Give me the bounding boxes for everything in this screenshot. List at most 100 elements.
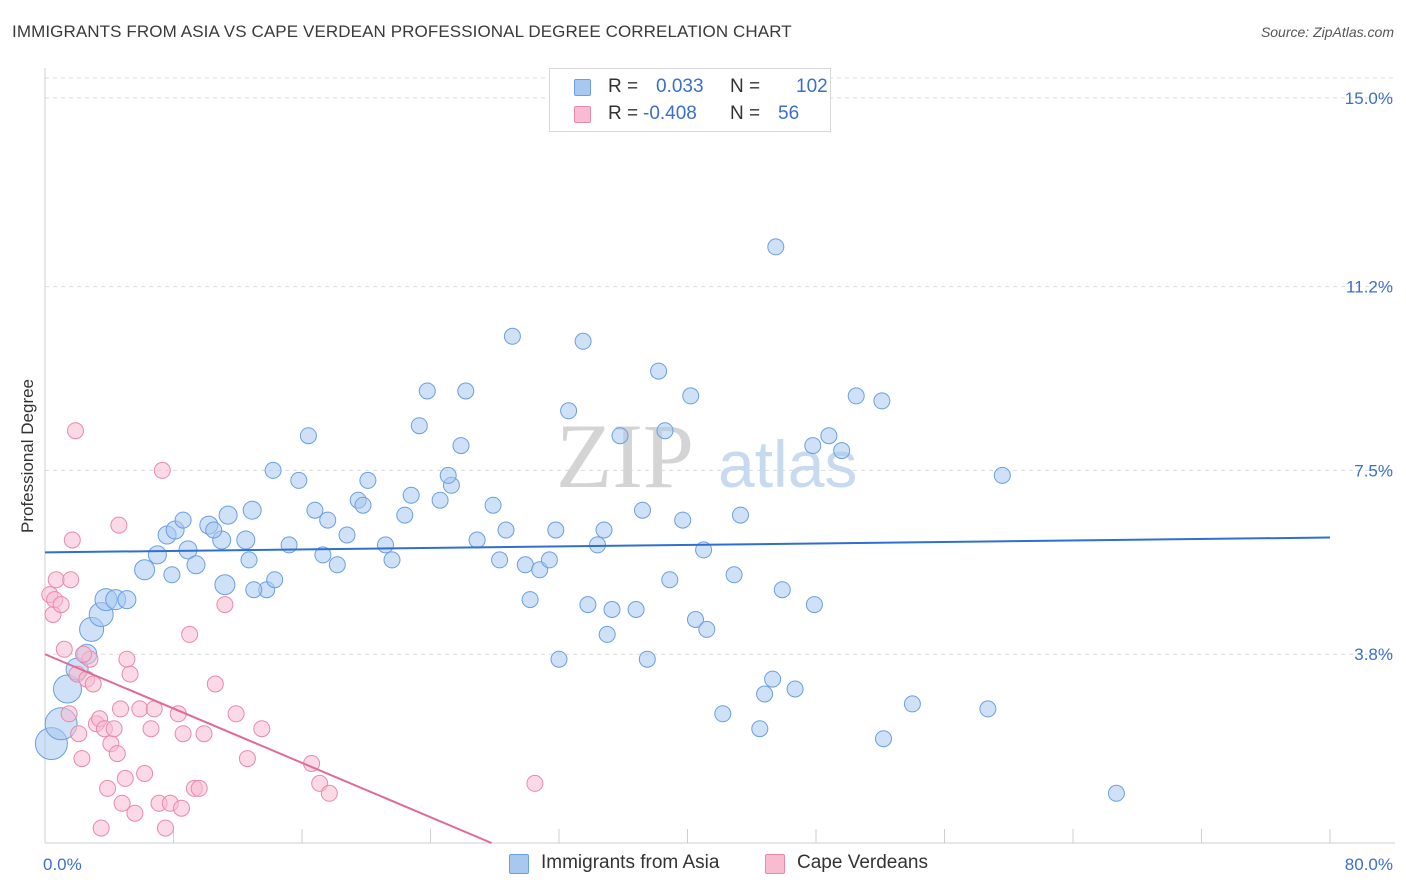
asia-data-point xyxy=(503,327,521,345)
asia-data-point xyxy=(521,591,539,609)
cape-verdean-data-point xyxy=(174,725,192,743)
cape-verdean-data-point xyxy=(238,750,256,768)
asia-data-point xyxy=(540,551,558,569)
y-tick-label: 3.8% xyxy=(1354,645,1393,664)
asia-data-point xyxy=(338,526,356,544)
asia-data-point xyxy=(245,581,263,599)
cape-verdean-data-point xyxy=(84,675,102,693)
asia-data-point xyxy=(656,422,674,440)
asia-data-point xyxy=(732,506,749,524)
asia-data-point xyxy=(903,695,921,713)
asia-data-point xyxy=(290,471,308,489)
asia-data-point xyxy=(595,521,613,539)
asia-data-point xyxy=(979,700,997,718)
correlation-legend: R = 0.033 N = 102 R = -0.408 N = 56 xyxy=(549,68,831,132)
asia-data-point xyxy=(603,601,621,618)
asia-data-point xyxy=(650,362,668,380)
legend-n-value: 56 xyxy=(778,103,800,124)
asia-data-point xyxy=(638,650,656,668)
cape-verdean-data-point xyxy=(136,765,154,782)
legend-row-cape-verdean: R = -0.408 N = 56 xyxy=(550,102,830,128)
cape-verdean-data-point xyxy=(105,720,123,738)
bottom-legend-swatch-cape-verdean xyxy=(765,854,785,874)
legend-row-asia: R = 0.033 N = 102 xyxy=(550,75,830,101)
x-tick-label-max: 80.0% xyxy=(1345,855,1393,874)
cape-verdean-data-point xyxy=(73,750,91,768)
asia-data-point xyxy=(767,238,785,256)
cape-verdean-data-point xyxy=(47,571,65,589)
asia-data-point xyxy=(674,511,692,529)
asia-data-point xyxy=(820,427,838,445)
asia-data-point xyxy=(805,596,823,614)
asia-data-point xyxy=(431,491,449,509)
cape-verdean-data-point xyxy=(110,516,128,534)
legend-r-label: R = xyxy=(608,103,639,124)
legend-n-label: N = xyxy=(730,103,761,124)
asia-data-point xyxy=(236,530,256,550)
cape-verdean-data-point xyxy=(70,725,88,743)
cape-verdean-data-point xyxy=(190,779,208,797)
asia-data-point xyxy=(264,461,282,479)
asia-data-point xyxy=(266,571,284,589)
axes xyxy=(44,68,1395,844)
cape-verdean-data-point xyxy=(121,665,139,683)
cape-verdean-data-point xyxy=(216,596,234,614)
asia-trend-line xyxy=(44,536,1331,554)
asia-data-point xyxy=(725,566,743,584)
asia-data-point xyxy=(873,392,891,410)
cape-verdean-trend-line xyxy=(44,653,492,844)
legend-swatch-asia xyxy=(574,79,591,96)
asia-data-point xyxy=(396,506,414,524)
asia-data-point xyxy=(847,387,865,405)
asia-data-point xyxy=(579,596,597,614)
cape-verdean-data-point xyxy=(52,596,70,614)
asia-data-point xyxy=(875,730,892,748)
bottom-legend-swatch-asia xyxy=(509,854,529,874)
asia-data-point xyxy=(1107,784,1125,802)
asia-data-point xyxy=(547,521,565,539)
asia-data-point xyxy=(314,546,332,564)
asia-data-point xyxy=(598,625,616,643)
asia-data-point xyxy=(993,466,1011,484)
asia-data-point xyxy=(452,437,470,455)
cape-verdean-data-point xyxy=(67,422,84,440)
y-axis-title: Professional Degree xyxy=(18,379,37,533)
asia-data-point xyxy=(328,556,346,574)
cape-verdean-data-point xyxy=(108,745,126,763)
asia-data-point xyxy=(163,566,181,584)
asia-data-point xyxy=(134,559,156,581)
asia-data-point xyxy=(299,427,317,445)
cape-verdean-data-point xyxy=(157,819,174,837)
asia-data-point xyxy=(497,521,515,539)
asia-data-point xyxy=(306,501,324,519)
asia-data-point xyxy=(240,551,258,569)
legend-r-label: R = xyxy=(608,76,639,97)
asia-data-point xyxy=(714,705,732,723)
cape-verdean-data-point xyxy=(118,650,136,668)
cape-verdean-data-point xyxy=(320,784,338,802)
asia-data-point xyxy=(174,511,192,529)
asia-data-point xyxy=(756,685,774,703)
asia-data-point xyxy=(804,437,822,455)
asia-data-point xyxy=(773,581,791,599)
chart-source: Source: ZipAtlas.com xyxy=(1260,24,1394,40)
asia-data-point xyxy=(682,387,700,405)
asia-data-point xyxy=(359,471,377,489)
legend-n-value: 102 xyxy=(796,76,828,97)
legend-swatch-cape-verdean xyxy=(574,106,591,123)
asia-data-point xyxy=(410,417,428,435)
asia-data-point xyxy=(698,620,716,638)
cape-verdean-data-point xyxy=(253,720,271,738)
cape-verdean-data-point xyxy=(173,799,190,817)
asia-data-point xyxy=(589,536,606,554)
asia-data-point xyxy=(354,496,372,514)
asia-data-point xyxy=(516,556,534,574)
y-tick-label: 15.0% xyxy=(1345,89,1393,108)
cape-verdean-data-point xyxy=(116,769,134,787)
asia-data-point xyxy=(484,496,502,514)
cape-verdean-data-point xyxy=(227,705,245,723)
asia-data-point xyxy=(764,670,782,688)
legend-r-value: 0.033 xyxy=(656,76,704,97)
cape-verdean-data-point xyxy=(195,725,213,743)
bottom-legend-label-cape-verdean: Cape Verdeans xyxy=(797,852,928,873)
